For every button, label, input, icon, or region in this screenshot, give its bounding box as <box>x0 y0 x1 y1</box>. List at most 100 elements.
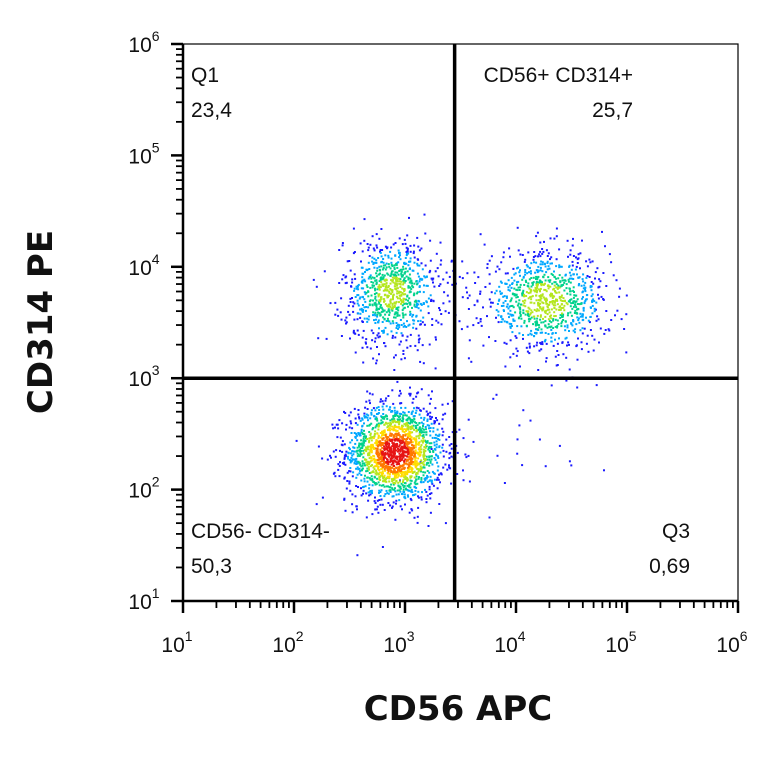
event-dot <box>385 445 388 448</box>
event-dot <box>395 288 397 291</box>
event-dot <box>370 411 373 414</box>
event-dot <box>431 278 434 281</box>
event-dot <box>402 322 405 325</box>
event-dot <box>386 452 389 455</box>
event-dot <box>508 305 511 308</box>
event-dot <box>557 354 560 356</box>
event-dot <box>525 324 528 327</box>
event-dot <box>522 309 525 312</box>
event-dot <box>509 325 512 328</box>
event-dot <box>414 305 417 308</box>
event-dot <box>338 419 341 422</box>
event-dot <box>398 427 401 430</box>
event-dot <box>343 476 346 479</box>
event-dot <box>396 438 399 441</box>
event-dot <box>391 438 394 441</box>
y-tick-label: 101 <box>128 585 159 614</box>
event-dot <box>562 313 565 316</box>
event-dot <box>584 286 587 289</box>
event-dot <box>575 306 578 309</box>
event-dot <box>408 323 411 326</box>
event-dot <box>395 322 398 324</box>
event-dot <box>535 299 538 302</box>
event-dot <box>380 498 383 501</box>
event-dot <box>372 261 375 264</box>
event-dot <box>582 280 585 283</box>
event-dot <box>425 455 428 458</box>
event-dot <box>442 455 445 458</box>
event-dot <box>338 249 341 251</box>
event-dot <box>565 301 568 304</box>
event-dot <box>556 350 559 352</box>
event-dot <box>529 312 532 315</box>
event-dot <box>375 259 378 262</box>
event-dot <box>540 260 543 263</box>
event-dot <box>535 328 537 331</box>
event-dot <box>428 458 431 461</box>
event-dot <box>378 237 381 240</box>
event-dot <box>395 300 398 303</box>
event-dot <box>528 352 531 355</box>
event-dot <box>421 278 424 281</box>
event-dot <box>425 498 428 500</box>
event-dot <box>413 418 416 421</box>
event-dot <box>407 305 409 308</box>
event-dot <box>411 427 414 430</box>
event-dot <box>345 428 347 431</box>
event-dot <box>323 270 326 273</box>
event-dot <box>362 304 364 306</box>
event-dot <box>502 251 505 254</box>
event-dot <box>386 492 389 495</box>
event-dot <box>539 255 542 258</box>
event-dot <box>413 481 416 484</box>
event-dot <box>374 496 376 499</box>
event-dot <box>418 280 421 283</box>
event-dot <box>509 309 512 312</box>
event-dot <box>434 336 437 339</box>
event-dot <box>424 471 427 474</box>
event-dot <box>382 329 385 332</box>
event-dot <box>401 484 404 487</box>
event-dot <box>536 285 539 288</box>
event-dot <box>365 435 367 438</box>
event-dot <box>508 247 511 250</box>
event-dot <box>530 285 533 288</box>
event-dot <box>410 288 413 291</box>
event-dot <box>365 400 368 403</box>
event-dot <box>515 336 518 339</box>
event-dot <box>382 284 385 287</box>
event-dot <box>574 304 577 307</box>
event-dot <box>519 283 522 286</box>
event-dot <box>389 305 392 308</box>
event-dot <box>521 278 524 281</box>
event-dot <box>396 271 399 274</box>
event-dot <box>344 509 347 512</box>
event-dot <box>553 284 556 287</box>
event-dot <box>544 340 546 343</box>
event-dot <box>551 300 553 303</box>
event-dot <box>438 422 441 425</box>
event-dot <box>623 328 626 330</box>
event-dot <box>436 461 439 464</box>
event-dot <box>419 319 422 322</box>
event-dot <box>574 328 577 331</box>
event-dot <box>554 355 557 358</box>
event-dot <box>369 299 372 302</box>
event-dot <box>553 307 556 310</box>
event-dot <box>354 296 357 298</box>
event-dot <box>399 418 401 421</box>
event-dot <box>429 497 432 500</box>
event-dot <box>415 395 418 398</box>
event-dot <box>389 457 392 460</box>
event-dot <box>393 464 395 467</box>
event-dot <box>495 393 498 396</box>
event-dot <box>527 251 530 254</box>
event-dot <box>357 432 360 434</box>
event-dot <box>412 463 415 466</box>
event-dot <box>410 420 413 423</box>
event-dot <box>390 450 393 453</box>
event-dot <box>537 303 540 306</box>
event-dot <box>408 441 411 444</box>
event-dot <box>376 246 379 249</box>
event-dot <box>375 444 378 446</box>
